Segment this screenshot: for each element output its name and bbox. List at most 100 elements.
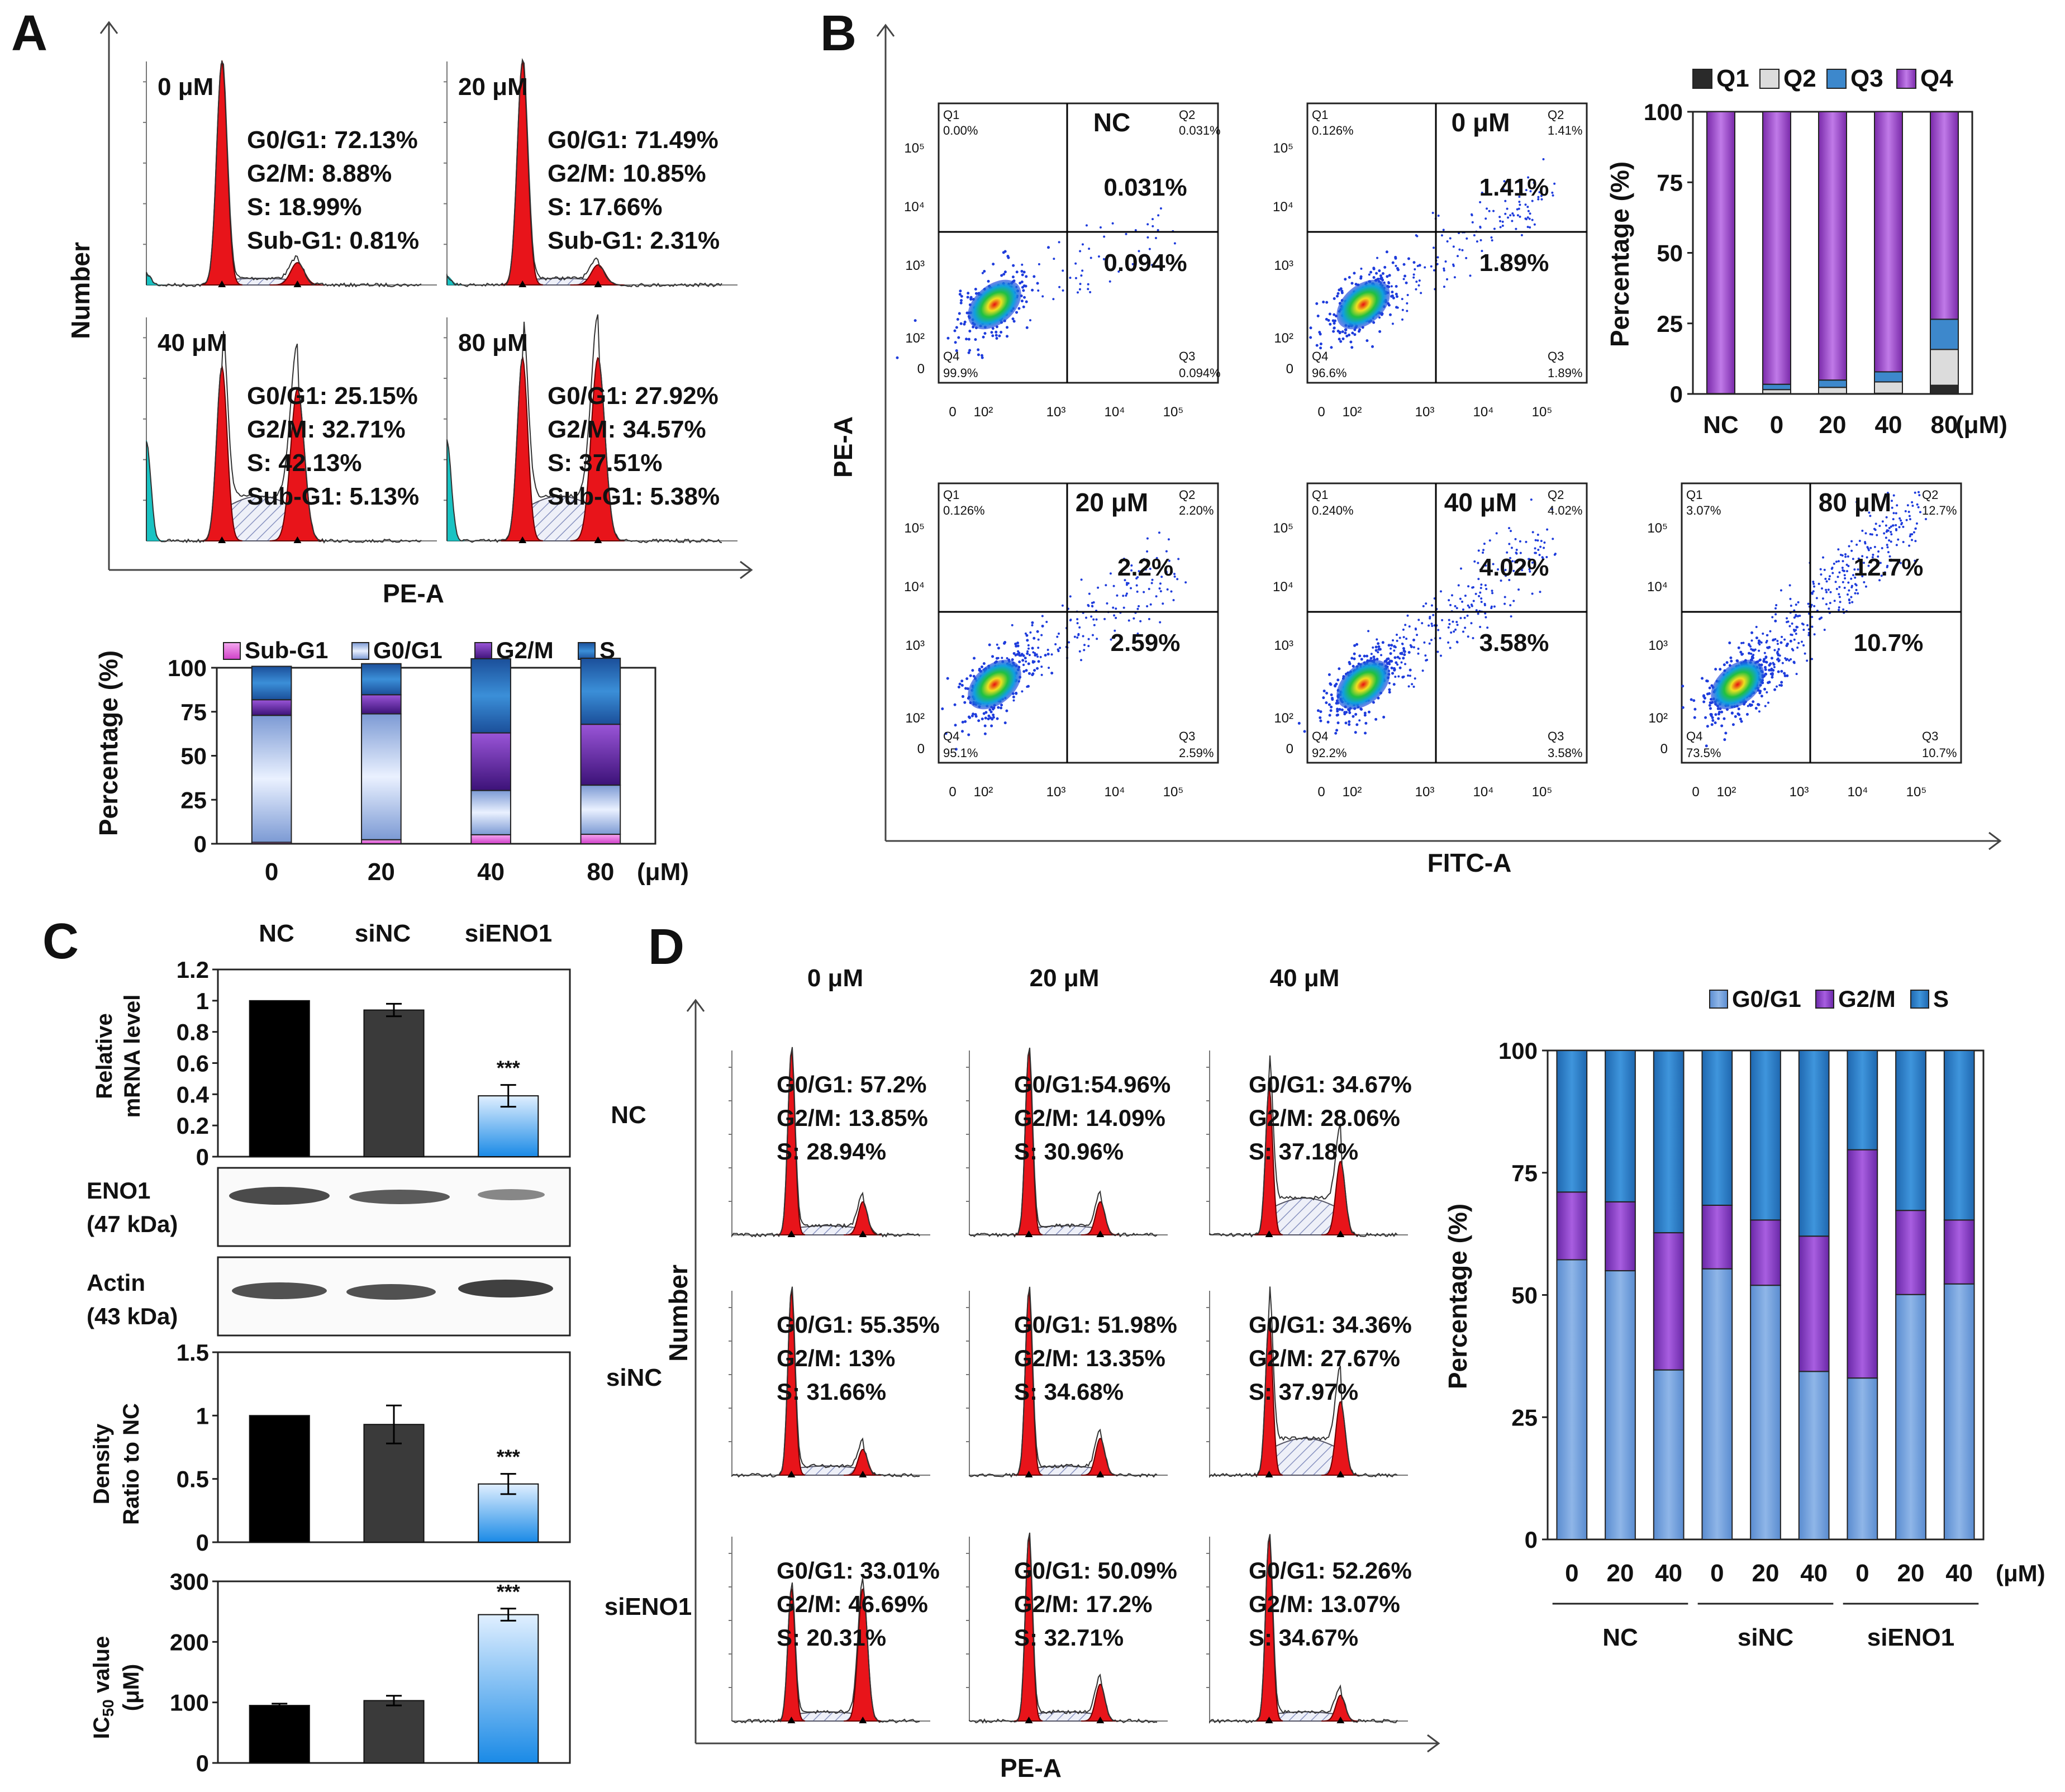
panel-b-scatter-point xyxy=(1089,256,1092,259)
barB-bar-q1 xyxy=(1930,384,1959,395)
panel-b-scatter-point xyxy=(1486,626,1489,629)
panel-b-scatter-point xyxy=(1464,595,1467,597)
panel-b-scatter-point xyxy=(1345,334,1349,338)
panel-b-scatter-point xyxy=(1528,217,1531,220)
panel-b-scatter-point xyxy=(1328,714,1331,717)
barC2-ytick-label: 1.5 xyxy=(177,1339,209,1366)
panel-b-scatter-point xyxy=(1406,310,1409,312)
panel-b-scatter-point xyxy=(970,714,974,717)
panel-b-scatter-point xyxy=(1032,651,1035,654)
panel-b-scatter-point xyxy=(1069,595,1072,598)
panel-b-scatter-point xyxy=(1477,612,1479,615)
panel-b-scatter-point xyxy=(1457,255,1459,258)
panel-a-legend-swatch xyxy=(474,642,492,660)
panel-b-scatter-point xyxy=(1450,631,1453,634)
panel-b-scatter-point xyxy=(1891,524,1894,527)
panel-b-y-tick: 0 xyxy=(1286,362,1293,377)
panel-b-scatter-point xyxy=(1855,588,1858,591)
panel-b-scatter-point xyxy=(1322,696,1325,700)
panel-b-scatter-point xyxy=(1363,711,1367,715)
panel-b-scatter-point xyxy=(1857,557,1860,560)
panel-b-scatter-point xyxy=(1116,594,1119,597)
panel-b-scatter-point xyxy=(1885,536,1887,539)
panel-b-scatter-point xyxy=(1348,334,1351,337)
panel-b-scatter-point xyxy=(1740,720,1743,723)
panel-b-scatter-point xyxy=(1031,660,1034,663)
panel-b-scatter-point xyxy=(1764,705,1767,707)
panel-b-scatter-point xyxy=(1103,617,1106,620)
panel-b-scatter-point xyxy=(1752,700,1755,704)
panel-b-scatter-point xyxy=(989,710,993,714)
panel-b-scatter-point xyxy=(1848,545,1850,548)
panel-b-scatter-point xyxy=(1041,615,1044,617)
actin-band-sinc xyxy=(346,1284,436,1300)
panel-b-scatter-point xyxy=(1793,662,1796,664)
panel-b-x-tick: 10⁴ xyxy=(1847,785,1868,800)
panel-b-scatter-point xyxy=(1401,308,1404,311)
panel-b-scatter-point xyxy=(1891,506,1893,509)
panel-b-q1-value: 0.126% xyxy=(943,503,985,517)
panel-b-scatter-point xyxy=(1081,243,1084,246)
panel-a-hist-stat: S: 17.66% xyxy=(548,193,662,221)
panel-b-q4-value: 92.2% xyxy=(1312,746,1346,760)
panel-b-scatter-point xyxy=(1393,649,1396,652)
panel-b-scatter-point xyxy=(1731,723,1735,726)
panel-d-hist-2-0-envelope xyxy=(731,1578,920,1724)
panel-b-scatter-point xyxy=(1360,707,1363,711)
barA-ytick-label: 25 xyxy=(180,787,207,813)
barB-bar-q3 xyxy=(1930,319,1959,350)
panel-b-scatter-point xyxy=(954,341,957,344)
panel-b-scatter-point xyxy=(1417,619,1420,621)
barD-bar-s xyxy=(1556,1050,1588,1193)
panel-a-hist-title: 80 μM xyxy=(458,329,528,357)
panel-b-scatter-point xyxy=(1336,678,1340,682)
panel-b-scatter-point xyxy=(1404,624,1407,626)
panel-b-scatter-point xyxy=(1131,263,1134,265)
panel-b-scatter-point xyxy=(1863,562,1866,564)
panel-b-scatter-point xyxy=(1771,673,1773,676)
panel-b-scatter-point xyxy=(1797,615,1800,617)
panel-b-scatter-point xyxy=(1474,592,1477,595)
panel-b-scatter-point xyxy=(1796,647,1799,649)
panel-b-scatter-point xyxy=(1415,288,1417,291)
panel-b-scatter-point xyxy=(1886,546,1889,549)
panel-b-scatter-point xyxy=(1033,669,1036,672)
panel-b-q4-label: Q4 xyxy=(1312,349,1328,363)
panel-b-scatter-point xyxy=(1021,659,1025,662)
panel-b-x-tick: 10² xyxy=(1343,405,1362,420)
barD-bar-g2m xyxy=(1605,1201,1636,1272)
panel-b-scatter-point xyxy=(1490,236,1493,239)
panel-b-scatter-point xyxy=(1837,560,1840,563)
panel-b-scatter-point xyxy=(983,332,987,335)
panel-b-scatter-point xyxy=(1681,706,1685,709)
panel-b-scatter-point xyxy=(1723,663,1726,667)
panel-b-scatter-point xyxy=(1401,298,1403,301)
panel-b-y-tick: 10² xyxy=(1274,711,1293,726)
panel-b-scatter-point xyxy=(1762,659,1765,662)
panel-b-scatter-point xyxy=(1911,501,1914,503)
panel-b-scatter-point xyxy=(1843,586,1846,589)
barD-bar-g0g1 xyxy=(1943,1283,1975,1541)
panel-b-scatter-point xyxy=(1864,532,1867,535)
panel-b-y-tick: 10⁵ xyxy=(904,521,925,536)
panel-b-scatter-point xyxy=(1526,226,1529,229)
panel-b-scatter-point xyxy=(1423,641,1426,644)
panel-b-scatter-point xyxy=(1158,587,1161,590)
panel-b-scatter-point xyxy=(1779,589,1782,592)
panel-b-scatter-point xyxy=(1029,631,1032,634)
panel-b-scatter-point xyxy=(982,335,985,339)
panel-b-scatter-point xyxy=(960,679,964,683)
barB-ytick-label: 100 xyxy=(1644,99,1683,125)
panel-d-hist-0-1-marker-icon xyxy=(1025,1230,1033,1237)
barC1-ytick-label: 1 xyxy=(196,988,209,1014)
panel-d-hist-stat: G0/G1: 51.98% xyxy=(1014,1311,1177,1338)
panel-b-scatter-point xyxy=(1791,634,1793,636)
panel-b-scatter-point xyxy=(1146,537,1149,540)
panel-b-scatter-point xyxy=(1459,567,1462,570)
panel-b-scatter-point xyxy=(1077,633,1080,635)
panel-b-q1-label: Q1 xyxy=(1312,488,1328,502)
panel-b-scatter-point xyxy=(1011,275,1015,279)
